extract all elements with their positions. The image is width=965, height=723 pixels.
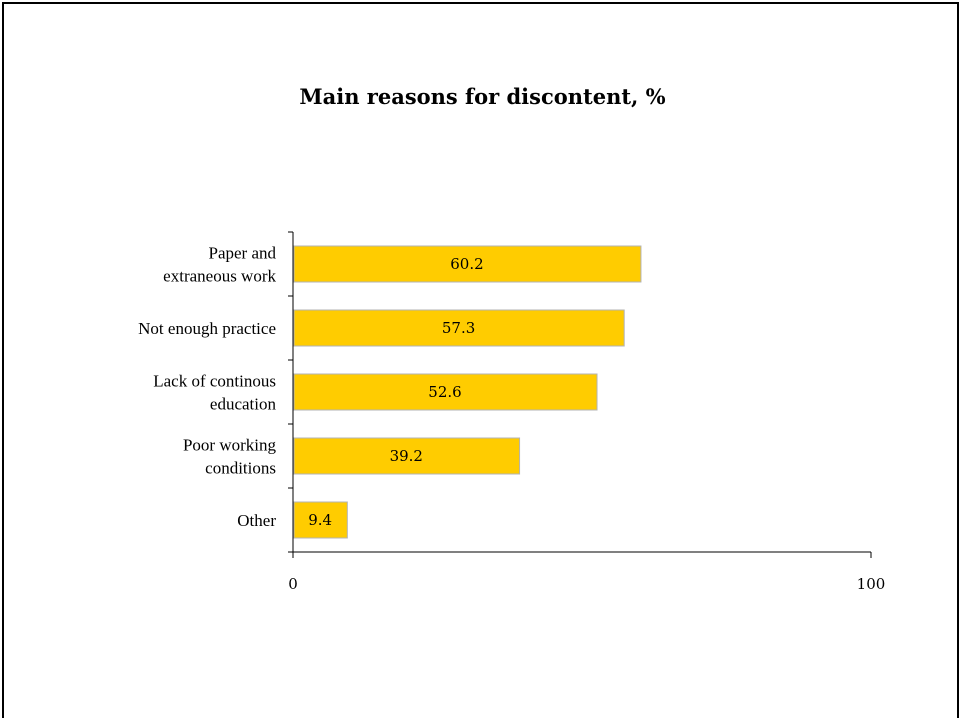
category-label-1-line-0: Not enough practice [138,319,276,338]
category-label-2: Lack of continous education [153,372,276,414]
value-label-0: 60.2 [450,255,483,273]
value-label-1: 57.3 [442,319,475,337]
category-label-0-line-0: Paper and [208,244,276,263]
bar-4 [293,501,348,539]
category-label-2-line-1: education [210,395,277,414]
bars-layer [293,245,642,539]
category-label-4-line-0: Other [237,511,276,530]
value-label-4: 9.4 [308,511,332,529]
value-labels-layer: 60.2 57.3 52.6 39.2 9.4 [308,255,483,529]
value-label-3: 39.2 [390,447,423,465]
bar-2 [293,373,598,411]
category-label-0: Paper and extraneous work [163,244,276,286]
x-tick-label-0: 0 [288,575,298,593]
category-labels-layer: Paper and extraneous work Not enough pract… [138,244,276,531]
category-label-1: Not enough practice [138,319,276,338]
bar-0 [293,245,642,283]
category-label-3: Poor working conditions [183,436,277,478]
category-label-4: Other [237,511,276,530]
category-label-2-line-0: Lack of continous [153,372,276,391]
chart-title: Main reasons for discontent, % [299,84,666,109]
category-label-0-line-1: extraneous work [163,267,276,286]
x-tick-label-1: 100 [857,575,886,593]
category-label-3-line-1: conditions [205,459,276,478]
category-label-3-line-0: Poor working [183,436,277,455]
bar-3 [293,437,521,475]
tick-labels-layer: 0 100 [288,575,885,593]
value-label-2: 52.6 [428,383,461,401]
bar-1 [293,309,625,347]
axes-layer [288,231,872,558]
